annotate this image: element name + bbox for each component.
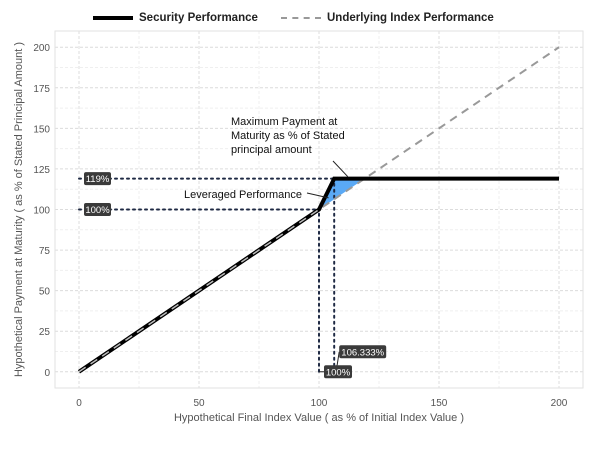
tag-x-100-box: [324, 365, 352, 379]
legend-item-security: Security Performance: [93, 12, 258, 24]
x-axis-title: Hypothetical Final Index Value ( as % of…: [174, 412, 464, 424]
annotation-max-payment-line: Maturity as % of Stated: [231, 130, 345, 142]
series-overlap-dash: [78, 208, 320, 373]
x-tick-label: 200: [551, 398, 568, 409]
y-tick-label: 125: [33, 165, 50, 176]
reference-lines: [78, 177, 336, 373]
legend-item-index: Underlying Index Performance: [281, 12, 494, 24]
y-tick-label: 25: [39, 327, 51, 338]
annotations: Maximum Payment at Maturity as % of State…: [184, 116, 349, 201]
legend-swatch-solid: [93, 13, 133, 23]
y-tick-label: 0: [44, 368, 50, 379]
value-tags: 119% 100% 106.333% 100%: [84, 172, 387, 379]
annotation-max-payment-line: Maximum Payment at: [231, 116, 337, 128]
plot-frame: [54, 30, 584, 389]
tick-labels: 0 50 100 150 200 0 25 50 75 100 125 150 175 200: [33, 43, 567, 409]
chart-legend: Security Performance Underlying Index Pe…: [0, 12, 600, 30]
y-tick-label: 175: [33, 84, 50, 95]
x-tick-label: 0: [76, 398, 82, 409]
legend-swatch-dashed: [281, 13, 321, 23]
y-tick-label: 75: [39, 246, 51, 257]
y-axis-title: Hypothetical Payment at Maturity ( as % …: [13, 42, 25, 377]
annotation-leveraged-leader: [306, 192, 329, 199]
annotation-max-payment-line: principal amount: [231, 144, 312, 156]
tag-x-100: 100%: [326, 367, 351, 378]
tag-y-100-box: [84, 203, 111, 216]
tag-y-119: 119%: [86, 174, 110, 185]
tag-y-119-box: [84, 172, 111, 186]
x-tick-label: 100: [311, 398, 328, 409]
x-tick-label: 50: [193, 398, 205, 409]
annotation-leveraged-label: Leveraged Performance: [184, 189, 302, 201]
series-layer: [77, 46, 560, 374]
annotation-max-payment-leader: [332, 160, 349, 178]
y-tick-label: 100: [33, 206, 50, 217]
tag-x-106: 106.333%: [341, 347, 384, 358]
y-tick-label: 150: [33, 124, 50, 135]
legend-label-index: Underlying Index Performance: [327, 12, 494, 24]
tag-x-106-box: [339, 345, 387, 359]
x-tick-label: 150: [431, 398, 448, 409]
tag-y-100: 100%: [85, 205, 110, 216]
y-tick-label: 200: [33, 43, 50, 54]
y-tick-label: 50: [39, 287, 51, 298]
series-line-index: [78, 46, 560, 373]
legend-label-security: Security Performance: [139, 12, 258, 24]
